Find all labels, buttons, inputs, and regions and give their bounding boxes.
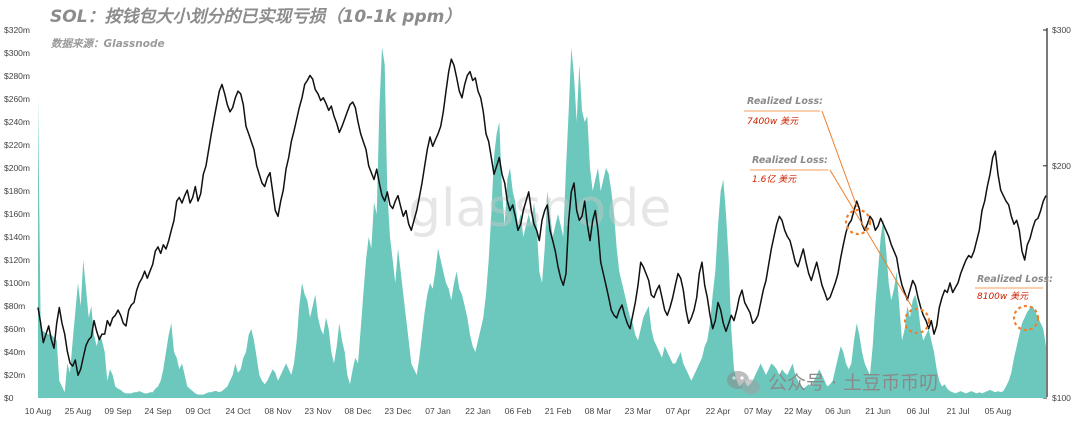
annotation-2-arrow — [829, 169, 913, 308]
x-tick-label: 09 Oct — [185, 406, 211, 416]
x-tick-label: 23 Mar — [625, 406, 652, 416]
x-tick-label: 07 May — [744, 406, 773, 416]
y-left-tick-label: $0 — [4, 393, 14, 403]
x-tick-label: 22 May — [784, 406, 813, 416]
annotation-3-circle — [1012, 304, 1040, 332]
chart-source: 数据来源：Glassnode — [51, 37, 165, 50]
wechat-icon — [727, 371, 760, 395]
y-left-tick-label: $20m — [4, 370, 25, 380]
annotation-2-circle — [903, 307, 931, 335]
annotation-3: Realized Loss: 8100w 美元 — [975, 274, 1053, 332]
x-tick-label: 09 Sep — [105, 406, 132, 416]
annotation-3-title: Realized Loss: — [977, 274, 1053, 285]
x-tick-label: 23 Nov — [305, 406, 333, 416]
chart-title: SOL：按钱包大小划分的已实现亏损（10-1k ppm） — [50, 7, 461, 27]
annotation-1-circle — [844, 208, 872, 236]
x-tick-label: 08 Dec — [345, 406, 373, 416]
annotation-1-value: 7400w 美元 — [747, 116, 799, 127]
x-axis: 10 Aug 25 Aug 09 Sep 24 Sep 09 Oct 24 Oct 08 N… — [25, 406, 1012, 416]
y-left-tick-label: $300m — [4, 48, 30, 58]
sol-price-line — [37, 58, 1047, 377]
wechat-watermark: 公众号 · 土豆币币叨 — [727, 371, 938, 395]
y-left-tick-label: $200m — [4, 163, 30, 173]
y-left-tick-label: $100m — [4, 278, 30, 288]
annotation-1: Realized Loss: 7400w 美元 — [744, 96, 872, 236]
y-left-tick-label: $160m — [4, 209, 30, 219]
x-tick-label: 21 Feb — [545, 406, 572, 416]
y-right-tick-label: $300 — [1052, 25, 1071, 35]
annotation-2-title: Realized Loss: — [752, 155, 828, 166]
x-tick-label: 10 Aug — [25, 406, 52, 416]
x-tick-label: 06 Feb — [505, 406, 532, 416]
y-left-tick-label: $260m — [4, 94, 30, 104]
y-left-tick-label: $80m — [4, 301, 25, 311]
y-right-tick-label: $100 — [1052, 393, 1071, 403]
y-left-tick-label: $140m — [4, 232, 30, 242]
realized-loss-area — [38, 47, 1046, 399]
x-tick-label: 06 Jun — [825, 406, 851, 416]
y-left-tick-label: $120m — [4, 255, 30, 265]
y-left-tick-label: $280m — [4, 71, 30, 81]
x-tick-label: 21 Jun — [865, 406, 891, 416]
y-axis-left: $0 $20m $40m $60m $80m $100m $120m $140m $160m $1… — [4, 25, 30, 403]
x-tick-label: 06 Jul — [907, 406, 930, 416]
x-tick-label: 07 Apr — [666, 406, 691, 416]
y-left-tick-label: $220m — [4, 140, 30, 150]
y-left-tick-label: $320m — [4, 25, 30, 35]
x-tick-label: 25 Aug — [65, 406, 92, 416]
x-tick-label: 07 Jan — [425, 406, 451, 416]
x-tick-label: 21 Jul — [947, 406, 970, 416]
x-tick-label: 08 Mar — [585, 406, 612, 416]
x-tick-label: 24 Sep — [145, 406, 172, 416]
y-left-tick-label: $40m — [4, 347, 25, 357]
x-tick-label: 05 Aug — [985, 406, 1012, 416]
x-tick-label: 24 Oct — [225, 406, 251, 416]
watermark-glassnode: glassnode — [408, 179, 671, 239]
annotation-3-value: 8100w 美元 — [977, 291, 1029, 302]
annotation-1-arrow — [821, 110, 858, 208]
x-tick-label: 22 Apr — [706, 406, 731, 416]
annotation-1-title: Realized Loss: — [747, 96, 823, 107]
x-tick-label: 08 Nov — [265, 406, 293, 416]
x-tick-label: 23 Dec — [385, 406, 413, 416]
y-right-tick-label: $200 — [1052, 161, 1071, 171]
annotation-2-value: 1.6亿 美元 — [752, 174, 797, 185]
wechat-text: 公众号 · 土豆币币叨 — [768, 372, 938, 394]
annotation-2: Realized Loss: 1.6亿 美元 — [750, 155, 931, 335]
x-tick-label: 22 Jan — [465, 406, 491, 416]
y-left-tick-label: $60m — [4, 324, 25, 334]
annotations: Realized Loss: 7400w 美元 Realized Loss: 1… — [744, 96, 1053, 335]
y-left-tick-label: $180m — [4, 186, 30, 196]
y-left-tick-label: $240m — [4, 117, 30, 127]
